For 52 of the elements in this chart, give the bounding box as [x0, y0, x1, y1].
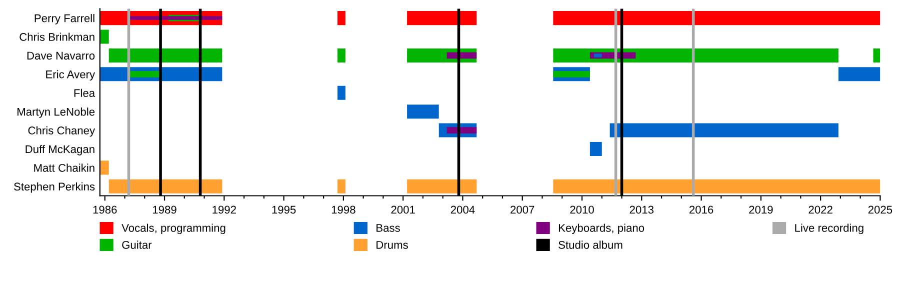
legend-label: Drums: [376, 241, 408, 249]
bar: [594, 54, 602, 58]
x-tick-label: 1998: [332, 206, 356, 214]
legend-label: Live recording: [795, 224, 864, 234]
bar: [590, 142, 602, 156]
bar: [407, 179, 477, 194]
bar: [873, 48, 880, 62]
x-tick-label: 2022: [808, 206, 832, 214]
x-tick-label: 2010: [570, 206, 594, 214]
bar: [108, 179, 222, 194]
y-tick-label: Martyn LeNoble: [18, 108, 95, 118]
x-tick-label: 2004: [450, 206, 475, 214]
bar: [100, 30, 109, 44]
y-tick-label: Chris Chaney: [28, 126, 96, 137]
y-tick-label: Chris Brinkman: [20, 32, 94, 41]
bar: [553, 11, 880, 26]
bar: [407, 104, 439, 119]
y-tick-label: Duff McKagan: [26, 144, 94, 156]
y-tick-label: Stephen Perkins: [14, 182, 95, 193]
bar: [337, 11, 346, 26]
legend-label: Studio album: [558, 240, 622, 249]
x-tick-label: 2016: [689, 206, 714, 214]
x-tick-label: 2007: [510, 206, 534, 214]
x-tick-label: 2001: [391, 206, 415, 214]
x-tick-label: 1995: [272, 206, 296, 214]
y-tick-label: Perry Farrell: [34, 14, 94, 24]
bar: [337, 86, 346, 100]
legend-label: Guitar: [122, 240, 152, 249]
bar: [610, 123, 838, 138]
legend-label: Keyboards, piano: [558, 224, 644, 234]
legend-label: Bass: [376, 224, 400, 232]
x-tick-label: 2019: [749, 206, 773, 214]
bar: [838, 67, 880, 82]
bar: [100, 160, 109, 175]
bar: [108, 48, 222, 62]
x-tick-label: 1986: [93, 206, 117, 214]
y-tick-label: Matt Chaikin: [34, 164, 94, 172]
x-tick-label: 1989: [153, 206, 176, 214]
bar: [407, 11, 477, 26]
bar: [446, 127, 477, 134]
x-tick-label: 2013: [630, 206, 654, 214]
legend-label: Vocals, programming: [122, 224, 226, 234]
x-tick-label: 1992: [212, 206, 236, 214]
y-tick-label: Dave Navarro: [27, 52, 95, 60]
bar: [553, 179, 880, 194]
bar: [128, 70, 161, 78]
y-tick-label: Eric Avery: [46, 70, 96, 80]
bar: [337, 179, 346, 194]
y-tick-label: Flea: [74, 88, 96, 98]
bar: [553, 70, 590, 78]
x-tick-label: 2025: [868, 206, 892, 214]
bar: [337, 48, 346, 62]
